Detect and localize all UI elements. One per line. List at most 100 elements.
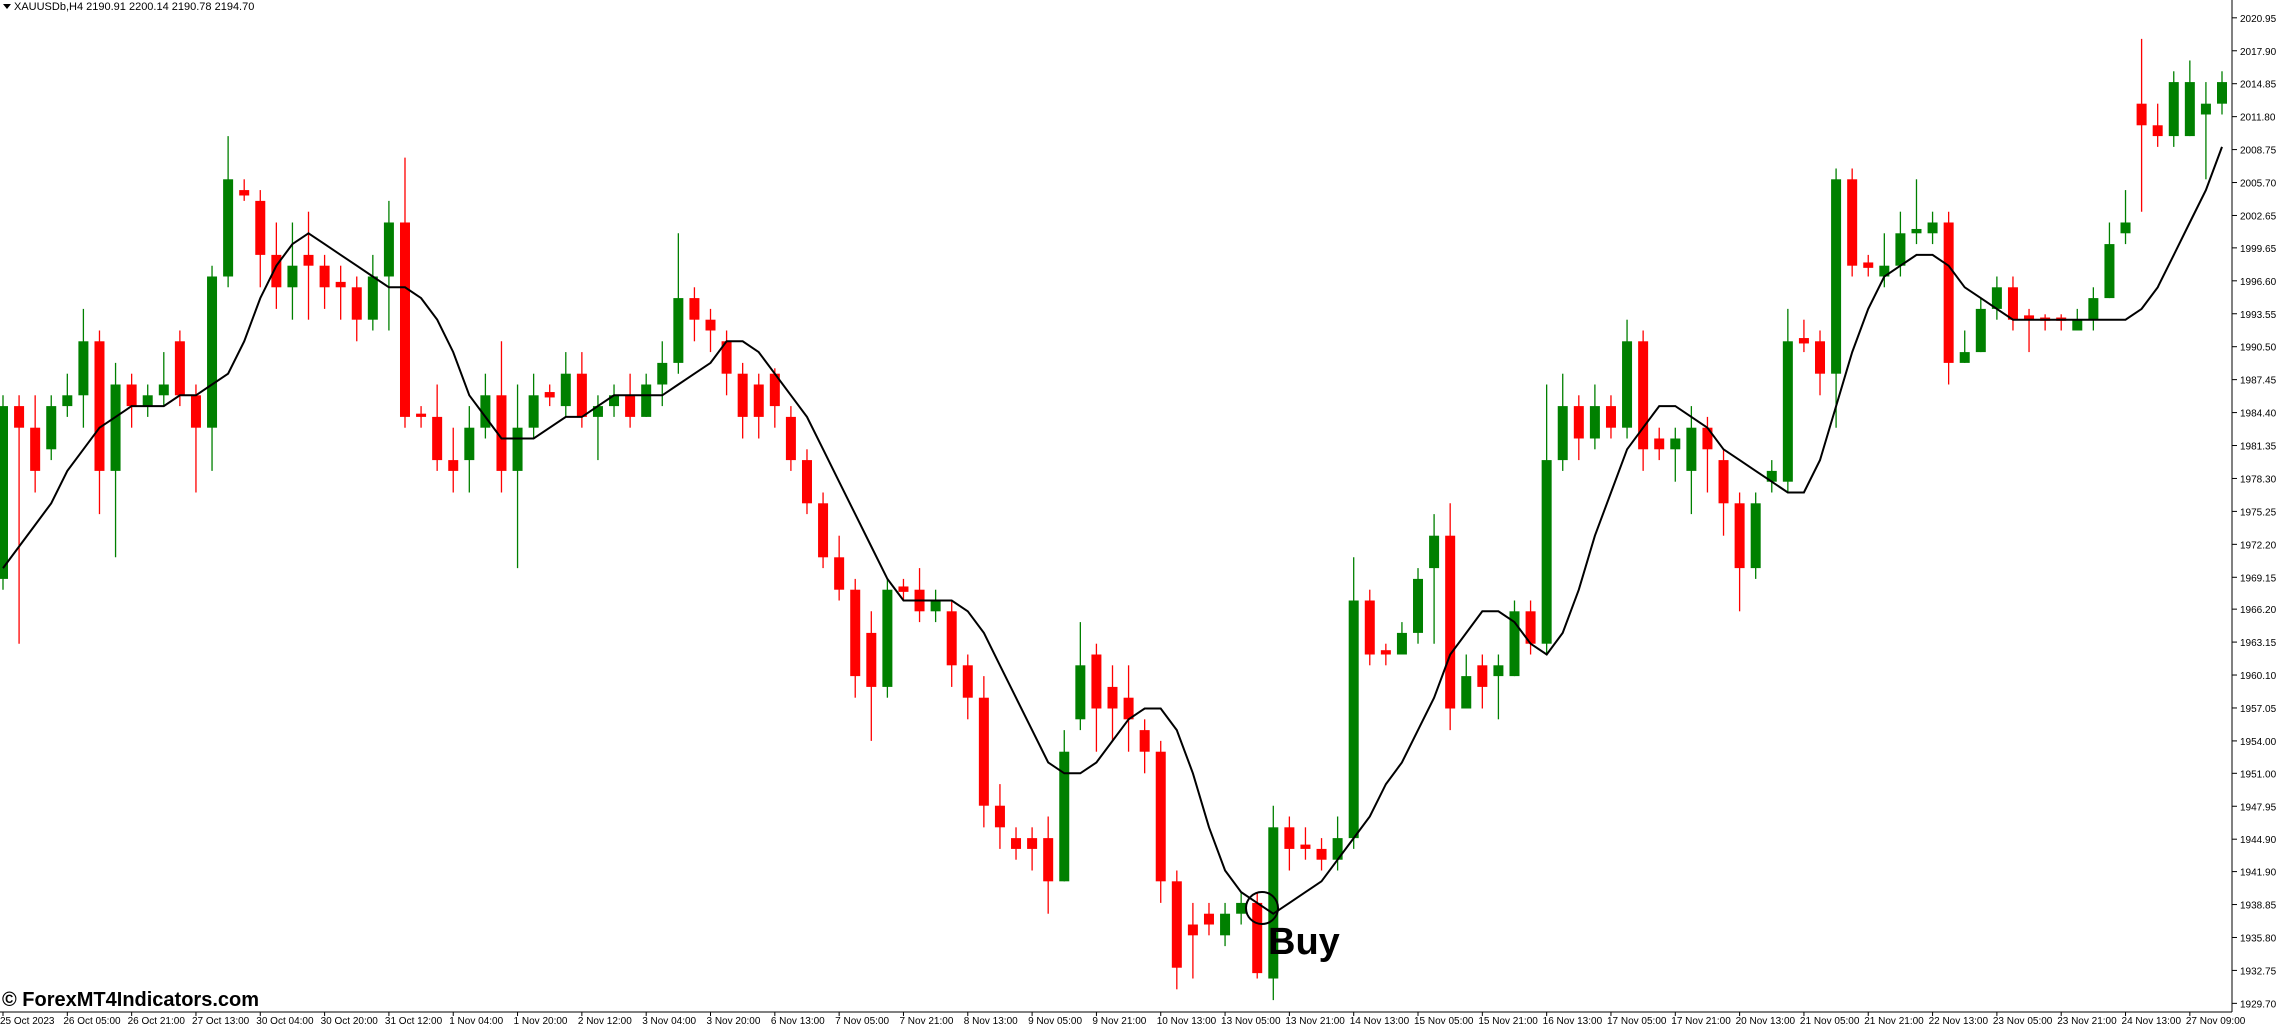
candle-body	[657, 362, 668, 385]
candle-body	[1300, 844, 1311, 849]
candle-body	[641, 384, 652, 417]
candle-body	[1815, 341, 1826, 374]
candle-body	[528, 395, 539, 428]
y-tick-label: 1981.35	[2240, 442, 2277, 453]
candle-body	[416, 413, 427, 417]
candle-body	[512, 427, 523, 471]
candle-body	[1670, 438, 1681, 450]
candle-body	[2007, 287, 2018, 320]
x-tick-label: 8 Nov 13:00	[964, 1016, 1018, 1025]
moving-average	[2, 146, 2223, 915]
candle-body	[1220, 913, 1231, 936]
candle-body	[994, 805, 1005, 828]
candle-body	[1284, 827, 1295, 849]
candle-body	[223, 179, 234, 277]
candle-body	[1107, 686, 1118, 709]
candle-body	[2184, 82, 2195, 137]
candle-body	[592, 406, 603, 417]
candle-body	[737, 373, 748, 417]
candle-body	[432, 416, 443, 461]
y-tick-label: 1966.20	[2240, 605, 2277, 616]
y-tick-label: 1951.00	[2240, 769, 2277, 780]
candle-body	[1509, 611, 1520, 677]
y-tick-label: 1984.40	[2240, 409, 2277, 420]
candle-body	[1766, 470, 1777, 482]
candle-body	[14, 406, 25, 428]
candle-body	[850, 589, 861, 677]
candle-body	[721, 341, 732, 374]
candle-body	[625, 395, 636, 417]
candle-body	[785, 416, 796, 461]
candle-body	[1622, 341, 1633, 428]
candle-body	[464, 427, 475, 461]
candle-body	[448, 460, 459, 471]
candle-body	[1187, 924, 1198, 936]
candle-body	[2168, 82, 2179, 137]
candle-body	[1654, 438, 1665, 450]
candle-body	[1075, 665, 1086, 720]
candle-body	[1429, 535, 1440, 569]
candle-body	[1316, 848, 1327, 860]
candle-body	[2072, 319, 2083, 331]
candle-body	[110, 384, 121, 471]
x-tick-label: 9 Nov 05:00	[1028, 1016, 1082, 1025]
candle-body	[1863, 262, 1874, 268]
x-tick-label: 22 Nov 13:00	[1929, 1016, 1989, 1025]
candle-body	[190, 395, 201, 428]
candle-body	[2120, 222, 2131, 234]
candle-body	[2136, 103, 2147, 126]
x-tick-label: 2 Nov 12:00	[578, 1016, 632, 1025]
x-tick-label: 7 Nov 05:00	[835, 1016, 889, 1025]
x-tick-label: 27 Oct 13:00	[192, 1016, 250, 1025]
buy-annotation: Buy	[1268, 921, 1340, 963]
y-tick-label: 2008.75	[2240, 146, 2277, 157]
candle-body	[705, 319, 716, 331]
candle-body	[1364, 600, 1375, 655]
y-tick-label: 2020.95	[2240, 14, 2277, 25]
candle-body	[560, 373, 571, 407]
candle-body	[1236, 902, 1247, 914]
candle-body	[367, 276, 378, 320]
candle-body	[1847, 179, 1858, 266]
candle-body	[1396, 632, 1407, 655]
candle-body	[1123, 697, 1134, 720]
x-tick-label: 30 Oct 04:00	[256, 1016, 314, 1025]
y-tick-label: 1929.70	[2240, 999, 2277, 1010]
candle-body	[62, 395, 73, 407]
x-tick-label: 26 Oct 21:00	[128, 1016, 186, 1025]
candle-body	[1139, 730, 1150, 752]
candle-body	[480, 395, 491, 428]
candle-body	[769, 373, 780, 407]
candle-body	[126, 384, 137, 407]
candle-body	[1589, 406, 1600, 439]
x-tick-label: 13 Nov 05:00	[1221, 1016, 1281, 1025]
y-tick-label: 2017.90	[2240, 47, 2277, 58]
candle-body	[1927, 222, 1938, 234]
candle-body	[142, 395, 153, 407]
candle-body	[818, 503, 829, 558]
y-tick-label: 2005.70	[2240, 179, 2277, 190]
candle-body	[1959, 352, 1970, 363]
y-tick-label: 1999.65	[2240, 244, 2277, 255]
candle-body	[1911, 228, 1922, 234]
y-tick-label: 1963.15	[2240, 638, 2277, 649]
candle-body	[576, 373, 587, 417]
y-tick-label: 1954.00	[2240, 737, 2277, 748]
y-tick-label: 1972.20	[2240, 540, 2277, 551]
y-tick-label: 1932.75	[2240, 966, 2277, 977]
y-tick-label: 1990.50	[2240, 343, 2277, 354]
candle-body	[271, 254, 282, 288]
x-tick-label: 30 Oct 20:00	[321, 1016, 379, 1025]
candle-body	[2217, 82, 2227, 104]
candle-body	[898, 586, 909, 592]
y-tick-label: 1996.60	[2240, 277, 2277, 288]
candle-body	[1702, 427, 1713, 450]
candle-body	[1332, 838, 1343, 860]
candle-body	[978, 697, 989, 806]
candle-body	[1557, 406, 1568, 461]
candle-body	[1525, 611, 1536, 644]
y-tick-label: 1975.25	[2240, 507, 2277, 518]
candle-body	[287, 265, 298, 288]
